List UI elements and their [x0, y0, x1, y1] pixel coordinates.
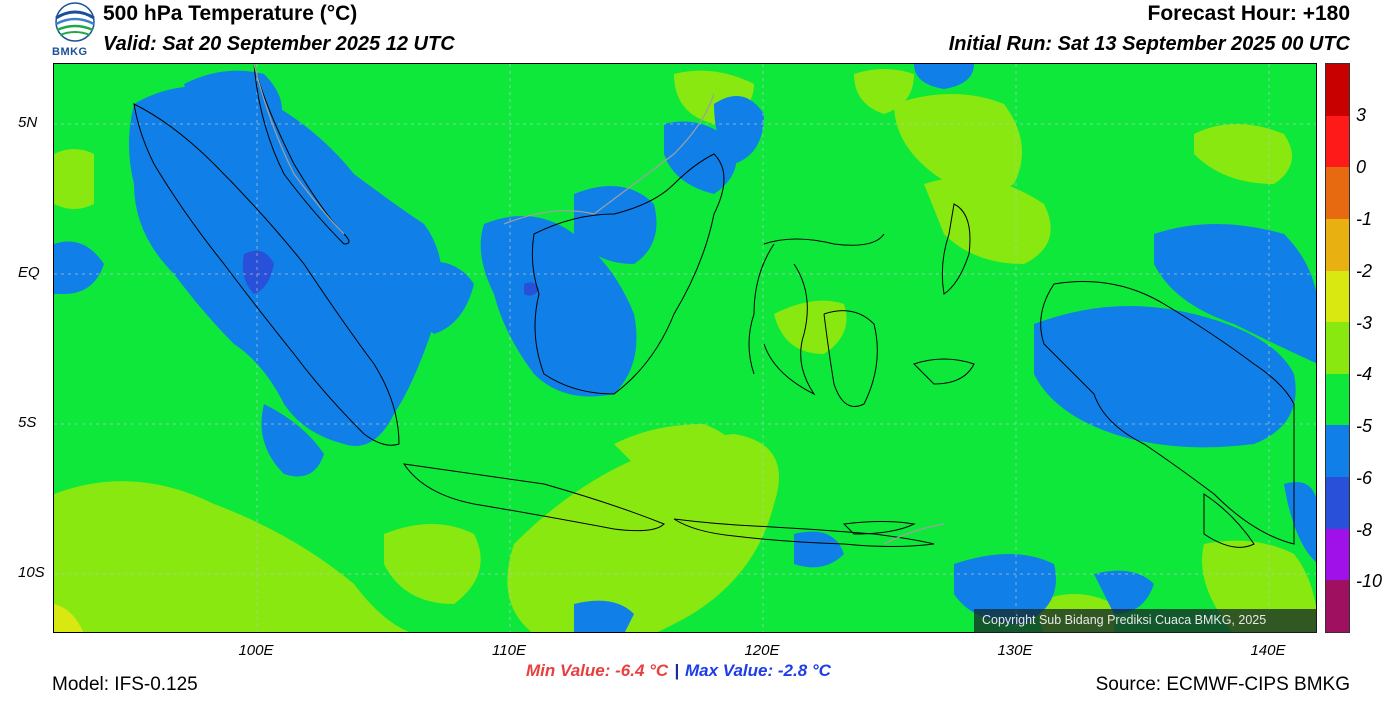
min-max-separator: |: [674, 661, 679, 680]
colorbar-seg-10: [1326, 580, 1349, 633]
map-title: 500 hPa Temperature (°C): [103, 2, 358, 25]
lon-label-120e: 120E: [744, 642, 780, 659]
colorbar-seg-5: [1326, 322, 1349, 374]
colorbar-seg-9: [1326, 528, 1349, 581]
colorbar-seg-1: [1326, 115, 1349, 168]
forecast-hour: Forecast Hour: +180: [1147, 2, 1351, 25]
colorbar-seg-2: [1326, 167, 1349, 219]
colorbar-seg-3: [1326, 218, 1349, 271]
colorbar-seg-7: [1326, 425, 1349, 478]
colorbar-label-3: 3: [1356, 105, 1367, 125]
max-value: Max Value: -2.8 °C: [684, 661, 831, 680]
copyright-notice: Copyright Sub Bidang Prediksi Cuaca BMKG…: [974, 609, 1317, 633]
logo-text: BMKG: [52, 46, 88, 58]
colorbar-label-m3: -3: [1356, 313, 1373, 333]
map-canvas: [54, 64, 1316, 632]
lat-label-5s: 5S: [18, 414, 37, 431]
colorbar-label-m8: -8: [1356, 520, 1373, 540]
lon-label-130e: 130E: [997, 642, 1033, 659]
country-borders: [253, 64, 945, 545]
initial-run: Initial Run: Sat 13 September 2025 00 UT…: [948, 33, 1350, 55]
temperature-map: [53, 63, 1317, 633]
valid-time: Valid: Sat 20 September 2025 12 UTC: [103, 33, 455, 55]
colorbar-seg-4: [1326, 270, 1349, 323]
lon-label-140e: 140E: [1250, 642, 1286, 659]
colorbar-label-m6: -6: [1356, 468, 1373, 488]
colorbar-label-0: 0: [1356, 157, 1367, 177]
source-label: Source: ECMWF-CIPS BMKG: [1095, 674, 1350, 695]
bmkg-logo-icon: [55, 2, 95, 42]
colorbar-seg-6: [1326, 373, 1349, 426]
lat-label-5n: 5N: [18, 114, 38, 131]
lon-label-100e: 100E: [238, 642, 274, 659]
colorbar: [1325, 63, 1350, 633]
colorbar-label-m2: -2: [1356, 261, 1373, 281]
colorbar-label-m10: -10: [1356, 571, 1383, 591]
min-value: Min Value: -6.4 °C: [526, 661, 669, 680]
lat-label-10s: 10S: [18, 564, 45, 581]
colorbar-label-m4: -4: [1356, 364, 1373, 384]
colorbar-label-m1: -1: [1356, 209, 1373, 229]
colorbar-seg-8: [1326, 477, 1349, 529]
min-max-values: Min Value: -6.4 °C | Max Value: -2.8 °C: [526, 661, 831, 681]
colorbar-label-m5: -5: [1356, 416, 1373, 436]
deep-blue-regions: [242, 250, 539, 296]
yellow-green-region: [54, 604, 84, 632]
lon-label-110e: 110E: [492, 642, 526, 659]
lat-label-eq: EQ: [18, 264, 40, 281]
blue-regions: [54, 64, 1316, 632]
model-label: Model: IFS-0.125: [52, 674, 198, 695]
coastlines: [133, 64, 1295, 548]
colorbar-seg-0: [1326, 64, 1349, 116]
